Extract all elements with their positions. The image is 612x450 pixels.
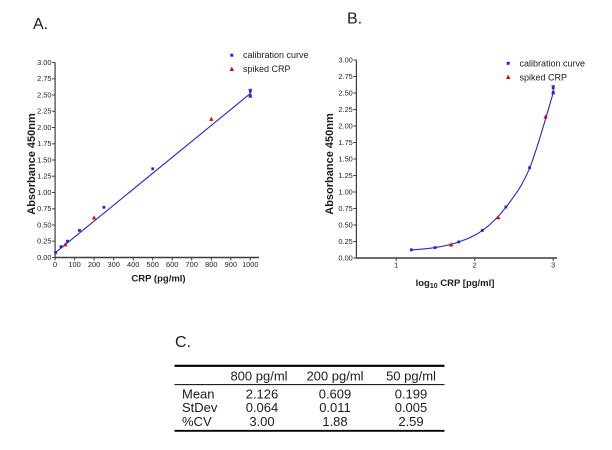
svg-text:2.59: 2.59 bbox=[398, 414, 423, 429]
svg-text:Absorbance 450nm: Absorbance 450nm bbox=[26, 113, 38, 215]
svg-text:2: 2 bbox=[473, 261, 477, 270]
svg-text:0.25: 0.25 bbox=[338, 237, 352, 246]
svg-text:0.005: 0.005 bbox=[395, 400, 428, 415]
svg-text:CRP (pg/ml): CRP (pg/ml) bbox=[131, 274, 185, 285]
svg-text:1.00: 1.00 bbox=[338, 187, 352, 196]
svg-text:log10 CRP [pg/ml]: log10 CRP [pg/ml] bbox=[416, 278, 495, 290]
svg-text:2.75: 2.75 bbox=[37, 74, 51, 83]
svg-text:0.75: 0.75 bbox=[338, 204, 352, 213]
svg-text:1.50: 1.50 bbox=[338, 154, 352, 163]
svg-text:Mean: Mean bbox=[182, 387, 215, 402]
svg-text:3.00: 3.00 bbox=[338, 55, 352, 64]
svg-text:2.00: 2.00 bbox=[37, 123, 51, 132]
svg-text:0.50: 0.50 bbox=[37, 220, 51, 229]
svg-text:1.25: 1.25 bbox=[37, 172, 51, 181]
svg-text:1.75: 1.75 bbox=[37, 139, 51, 148]
svg-text:500: 500 bbox=[147, 260, 159, 269]
svg-text:900: 900 bbox=[225, 260, 237, 269]
svg-text:2.00: 2.00 bbox=[338, 121, 352, 130]
svg-text:2.25: 2.25 bbox=[37, 107, 51, 116]
svg-text:0.064: 0.064 bbox=[246, 400, 279, 415]
svg-text:0.00: 0.00 bbox=[37, 253, 51, 262]
svg-text:0.75: 0.75 bbox=[37, 204, 51, 213]
svg-text:3.00: 3.00 bbox=[249, 414, 274, 429]
svg-text:1: 1 bbox=[394, 261, 398, 270]
svg-text:800: 800 bbox=[205, 260, 217, 269]
svg-text:400: 400 bbox=[127, 260, 139, 269]
svg-text:1000: 1000 bbox=[242, 260, 258, 269]
svg-text:0.199: 0.199 bbox=[395, 387, 428, 402]
svg-text:0.609: 0.609 bbox=[319, 387, 352, 402]
svg-text:2.75: 2.75 bbox=[338, 72, 352, 81]
svg-text:spiked CRP: spiked CRP bbox=[243, 64, 291, 74]
svg-text:800 pg/ml: 800 pg/ml bbox=[230, 369, 287, 384]
svg-text:0.25: 0.25 bbox=[37, 237, 51, 246]
svg-text:1.75: 1.75 bbox=[338, 138, 352, 147]
svg-text:StDev: StDev bbox=[182, 400, 218, 415]
svg-text:A.: A. bbox=[33, 16, 48, 33]
svg-text:calibration curve: calibration curve bbox=[243, 50, 309, 60]
svg-text:600: 600 bbox=[166, 260, 178, 269]
svg-text:50 pg/ml: 50 pg/ml bbox=[386, 369, 436, 384]
svg-text:300: 300 bbox=[108, 260, 120, 269]
svg-text:0.50: 0.50 bbox=[338, 220, 352, 229]
svg-text:2.50: 2.50 bbox=[37, 90, 51, 99]
svg-text:Absorbance 450nm: Absorbance 450nm bbox=[324, 113, 336, 215]
svg-text:1.88: 1.88 bbox=[322, 414, 347, 429]
svg-text:700: 700 bbox=[186, 260, 198, 269]
svg-text:1.00: 1.00 bbox=[37, 188, 51, 197]
svg-text:2.126: 2.126 bbox=[246, 387, 279, 402]
svg-text:0.011: 0.011 bbox=[319, 400, 351, 415]
svg-text:calibration curve: calibration curve bbox=[520, 58, 586, 68]
svg-text:0: 0 bbox=[53, 260, 57, 269]
svg-text:2.50: 2.50 bbox=[338, 88, 352, 97]
svg-text:0.00: 0.00 bbox=[338, 253, 352, 262]
svg-text:2.25: 2.25 bbox=[338, 105, 352, 114]
svg-text:200 pg/ml: 200 pg/ml bbox=[306, 369, 363, 384]
svg-text:1.50: 1.50 bbox=[37, 155, 51, 164]
svg-text:C.: C. bbox=[175, 334, 191, 351]
svg-text:3.00: 3.00 bbox=[37, 58, 51, 67]
svg-text:1.25: 1.25 bbox=[338, 171, 352, 180]
svg-text:100: 100 bbox=[68, 260, 80, 269]
svg-text:3: 3 bbox=[551, 261, 555, 270]
svg-text:200: 200 bbox=[88, 260, 100, 269]
svg-text:%CV: %CV bbox=[182, 414, 212, 429]
svg-text:spiked CRP: spiked CRP bbox=[520, 72, 568, 82]
svg-text:B.: B. bbox=[347, 11, 362, 28]
